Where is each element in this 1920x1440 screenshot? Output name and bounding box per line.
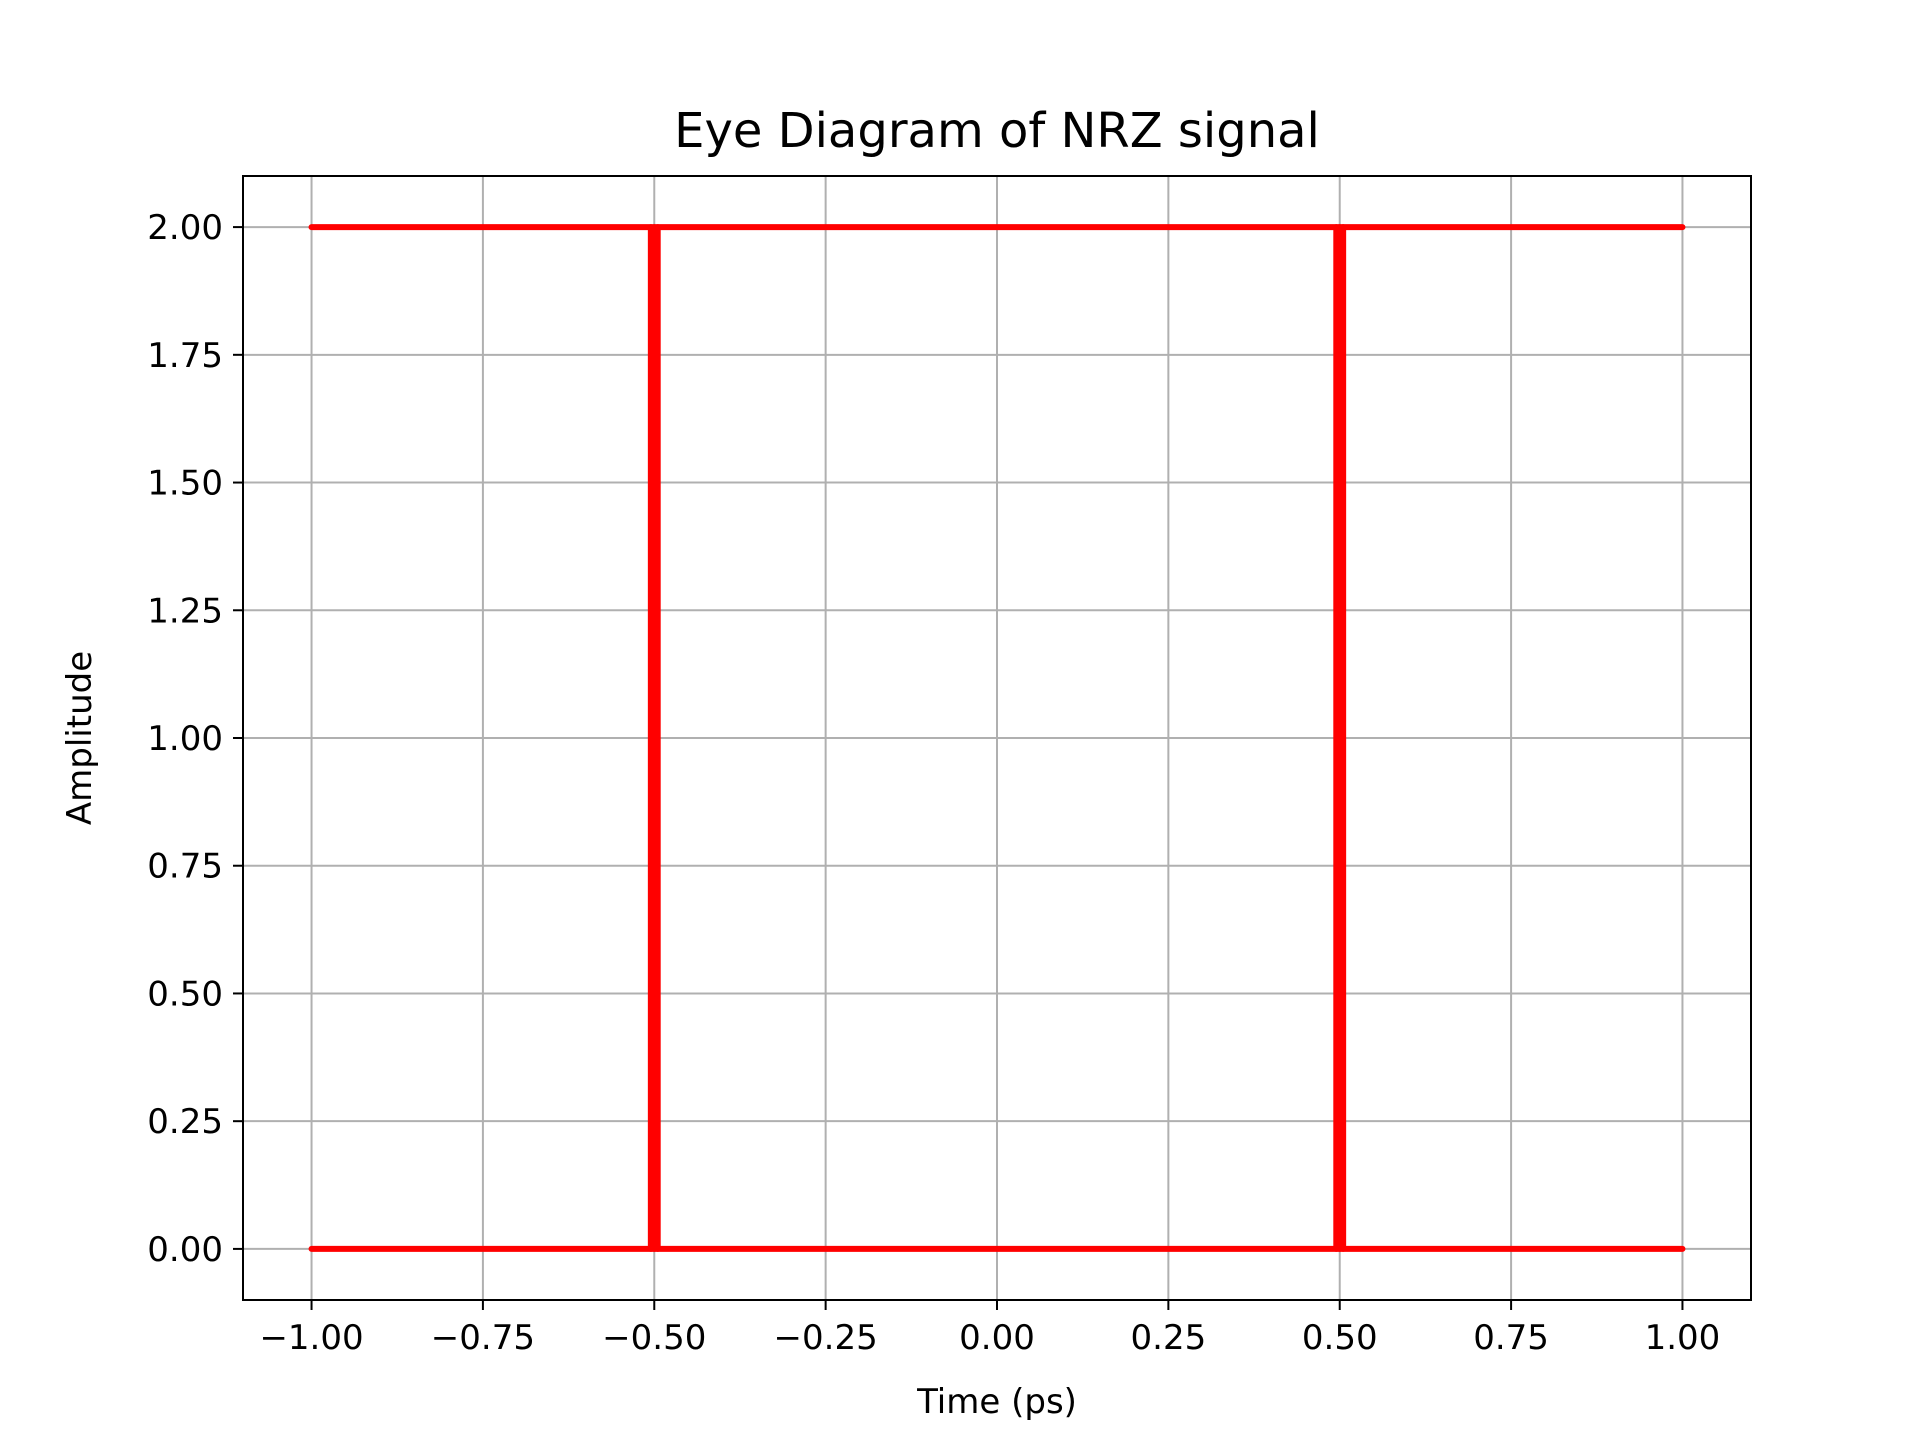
x-axis-label: Time (ps) <box>916 1382 1077 1422</box>
x-axis: −1.00 −0.75 −0.50 −0.25 0.00 0.25 0.50 0.75 1.00 <box>259 1300 1720 1358</box>
x-tick-label: 0.50 <box>1302 1318 1378 1358</box>
y-tick-label: 2.00 <box>147 208 223 248</box>
x-tick-label: 0.75 <box>1473 1318 1549 1358</box>
series-layer <box>308 224 1686 1252</box>
chart-title: Eye Diagram of NRZ signal <box>674 103 1320 159</box>
y-tick-label: 0.75 <box>147 847 223 887</box>
x-tick-label: −0.75 <box>431 1318 535 1358</box>
y-axis: 0.00 0.25 0.50 0.75 1.00 1.25 1.50 1.75 2.00 <box>147 208 243 1270</box>
x-tick-label: −0.50 <box>602 1318 706 1358</box>
y-tick-label: 0.00 <box>147 1230 223 1270</box>
y-tick-label: 1.50 <box>147 464 223 504</box>
y-tick-label: 1.75 <box>147 336 223 376</box>
y-tick-label: 1.25 <box>147 591 223 631</box>
y-tick-label: 1.00 <box>147 719 223 759</box>
y-tick-label: 0.25 <box>147 1102 223 1142</box>
y-tick-label: 0.50 <box>147 974 223 1014</box>
y-axis-label: Amplitude <box>60 651 100 825</box>
x-tick-label: −0.25 <box>774 1318 878 1358</box>
x-tick-label: 1.00 <box>1645 1318 1721 1358</box>
x-tick-label: 0.25 <box>1131 1318 1207 1358</box>
x-tick-label: −1.00 <box>259 1318 363 1358</box>
x-tick-label: 0.00 <box>959 1318 1035 1358</box>
